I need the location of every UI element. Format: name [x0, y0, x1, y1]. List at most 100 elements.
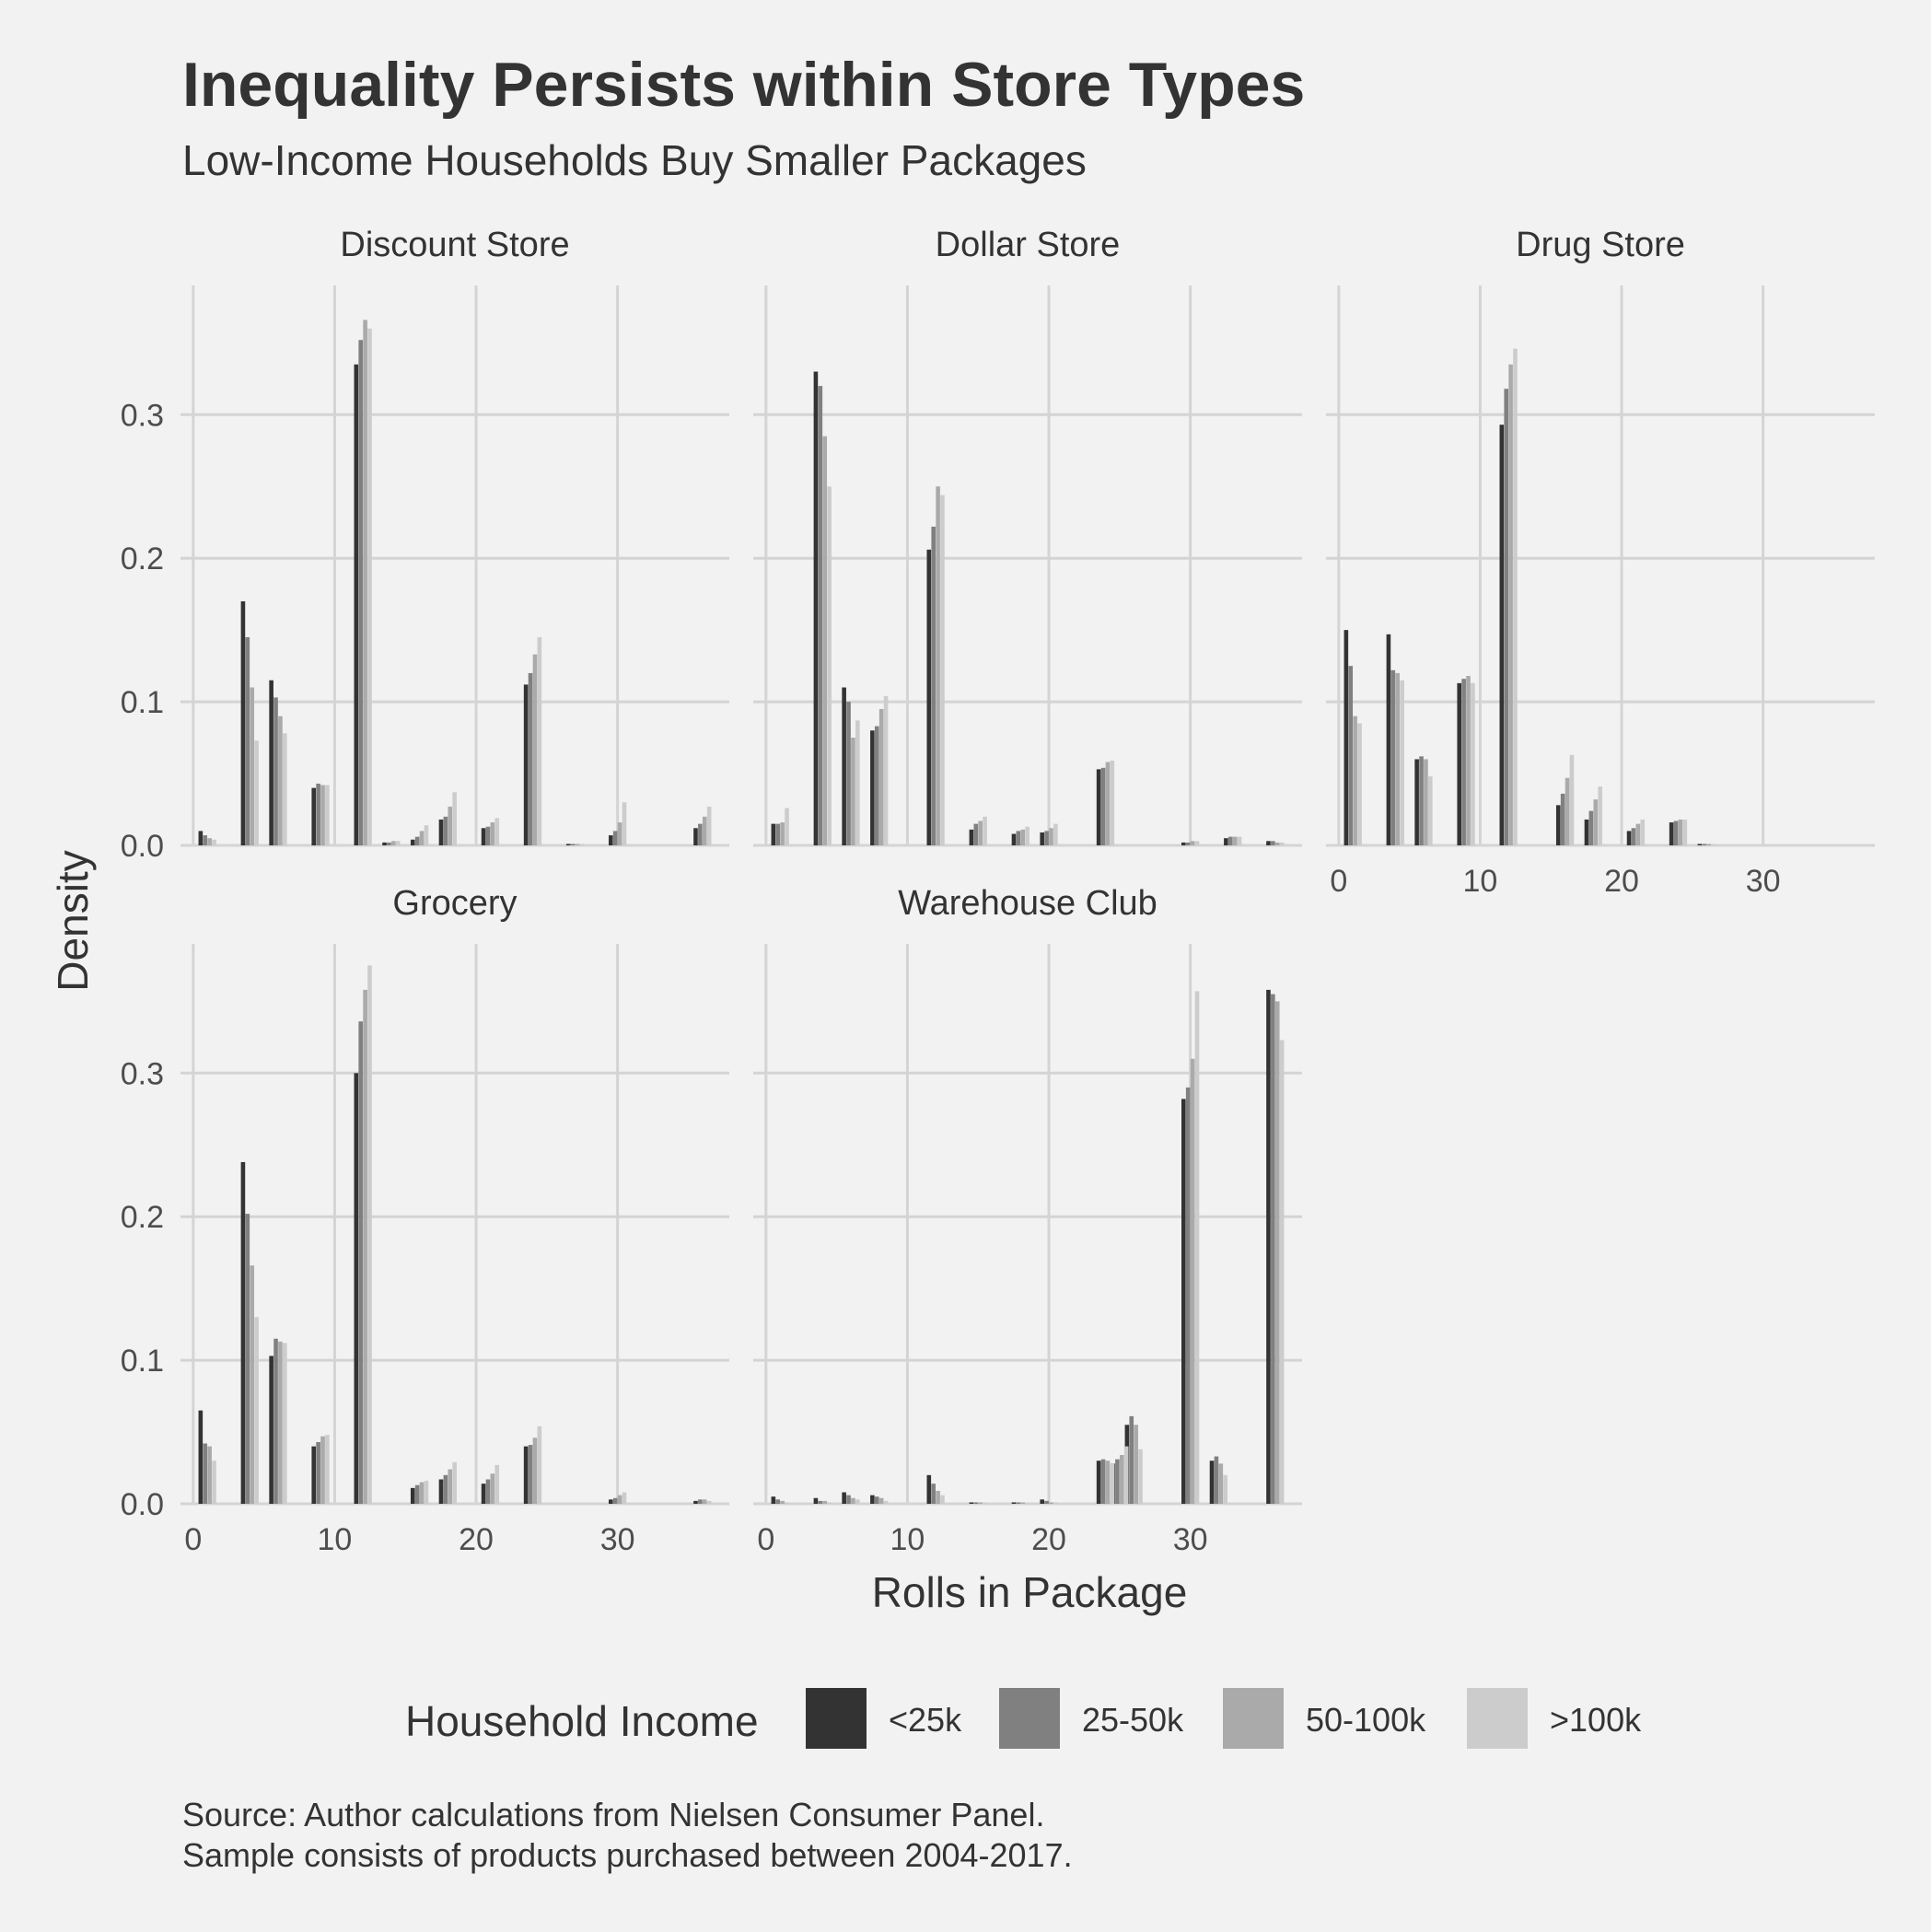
bar — [846, 1495, 851, 1504]
bar — [1555, 805, 1561, 845]
bar — [771, 1496, 776, 1504]
bar — [1584, 819, 1589, 845]
bar — [1466, 676, 1471, 845]
bar — [1053, 1502, 1058, 1504]
series-gt100k — [1357, 348, 1716, 846]
bar — [391, 841, 396, 845]
bar — [494, 818, 500, 845]
bar — [481, 1484, 486, 1504]
bar — [1266, 841, 1271, 845]
chart-subtitle: Low-Income Households Buy Smaller Packag… — [182, 136, 1087, 184]
bar — [1194, 841, 1200, 845]
bar — [1138, 1449, 1143, 1504]
bar — [565, 844, 571, 845]
bar — [983, 816, 987, 845]
bar — [1673, 821, 1679, 845]
bar — [851, 738, 855, 845]
bar — [311, 1446, 317, 1504]
bar — [855, 720, 860, 845]
bar — [532, 654, 538, 845]
bar — [207, 838, 212, 845]
series-gt100k — [785, 486, 1285, 845]
bar — [278, 716, 283, 845]
legend-label: 50-100k — [1306, 1701, 1426, 1739]
facet-title: Warehouse Club — [898, 884, 1157, 923]
bar — [706, 806, 712, 845]
bar — [212, 839, 216, 845]
bar — [1049, 828, 1053, 845]
bar — [452, 1461, 457, 1504]
bar — [1348, 666, 1354, 845]
bar — [926, 1474, 932, 1504]
y-tick-label: 0.2 — [121, 1200, 164, 1235]
bar — [609, 835, 613, 845]
bar — [940, 1495, 945, 1504]
bar — [1105, 1461, 1111, 1504]
bar — [931, 1484, 936, 1504]
legend-item-lt25k: <25k — [806, 1688, 962, 1749]
bar — [931, 526, 936, 845]
bar — [1190, 1058, 1195, 1504]
bar — [452, 792, 457, 845]
bar — [818, 1500, 823, 1504]
series-50-100k — [207, 989, 707, 1504]
bar — [827, 1502, 832, 1504]
bar — [698, 823, 703, 845]
bar — [1049, 1502, 1053, 1504]
bar — [1011, 1502, 1017, 1504]
bar — [1635, 823, 1641, 845]
bar — [1020, 829, 1026, 845]
bar — [883, 695, 889, 845]
bar — [775, 1499, 781, 1504]
bar — [1565, 777, 1570, 845]
bar — [775, 823, 781, 845]
facet-dollar-store: Dollar Store — [753, 226, 1302, 847]
bar — [354, 1073, 359, 1504]
bar — [410, 839, 415, 845]
bar — [1461, 679, 1466, 845]
bar — [579, 844, 585, 845]
bar — [438, 819, 444, 845]
bar — [936, 1490, 940, 1504]
bar — [698, 1499, 703, 1504]
bar — [424, 825, 429, 845]
bar — [245, 1214, 250, 1504]
bar — [1040, 832, 1044, 845]
bar — [532, 1437, 538, 1504]
bar — [1588, 810, 1594, 845]
legend-item-50-100k: 50-100k — [1223, 1688, 1426, 1749]
series-lt25k — [198, 1073, 698, 1504]
legend-label: 25-50k — [1082, 1701, 1184, 1739]
bar — [1353, 716, 1357, 845]
bar — [1560, 793, 1565, 845]
bar — [771, 823, 776, 845]
bar — [855, 1499, 860, 1504]
x-tick-label: 20 — [1604, 864, 1639, 899]
bar — [485, 1479, 491, 1504]
series-25-50k — [203, 1021, 703, 1504]
legend-key — [1223, 1688, 1284, 1749]
bar — [846, 702, 851, 845]
x-tick-label: 0 — [1330, 864, 1347, 899]
bar — [311, 787, 317, 845]
bar — [1669, 822, 1674, 845]
bar — [1631, 828, 1636, 845]
series-25-50k — [203, 340, 703, 845]
bar — [780, 1500, 785, 1504]
legend-key — [999, 1688, 1060, 1749]
bar — [410, 1487, 415, 1504]
series-lt25k — [1344, 425, 1703, 845]
bar — [273, 697, 278, 845]
bar — [612, 831, 618, 845]
bar — [1040, 1499, 1044, 1504]
x-tick-label: 0 — [757, 1522, 774, 1557]
bar — [874, 1496, 879, 1504]
bar — [874, 726, 879, 845]
bar — [622, 1492, 627, 1504]
bar — [818, 386, 823, 845]
legend-item-25-50k: 25-50k — [999, 1688, 1184, 1749]
bar — [706, 1500, 712, 1504]
facet-discount-store: Discount Store 0.0 0.1 0.2 0.3 — [121, 226, 729, 864]
bar — [354, 364, 359, 845]
